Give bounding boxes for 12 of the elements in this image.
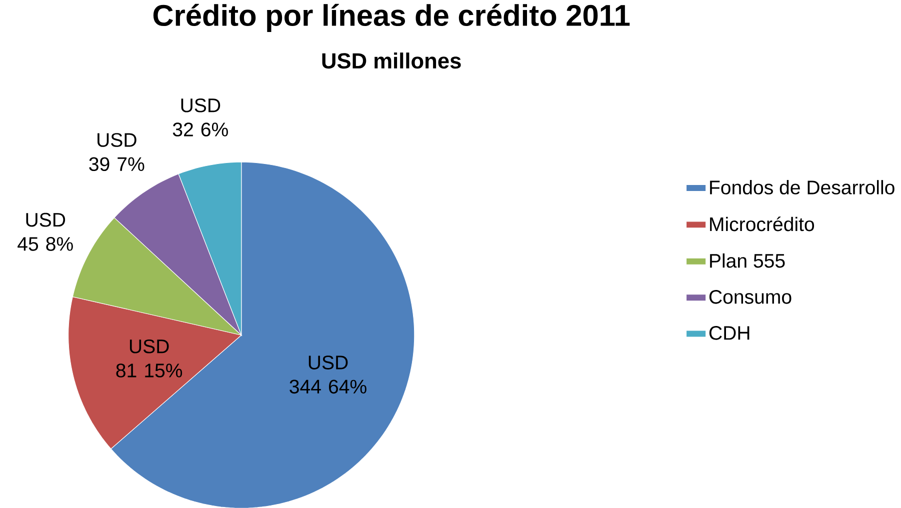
data-label: USD 32 6%: [172, 98, 228, 136]
chart-title: Crédito por líneas de crédito 2011: [153, 4, 630, 32]
data-label: USD 45 8%: [18, 212, 73, 251]
chart-subtitle: USD millones: [322, 52, 461, 68]
data-label: USD 81 15%: [116, 339, 182, 378]
legend-label: Consumo: [709, 290, 792, 304]
legend-label: Fondos de Desarrollo: [710, 180, 894, 194]
legend-label: Microcrédito: [710, 216, 814, 231]
legend-label: CDH: [709, 326, 750, 340]
data-label: USD 39 7%: [89, 132, 144, 171]
data-label: USD 344 64%: [290, 355, 366, 394]
legend-label: Plan 555: [710, 253, 785, 268]
